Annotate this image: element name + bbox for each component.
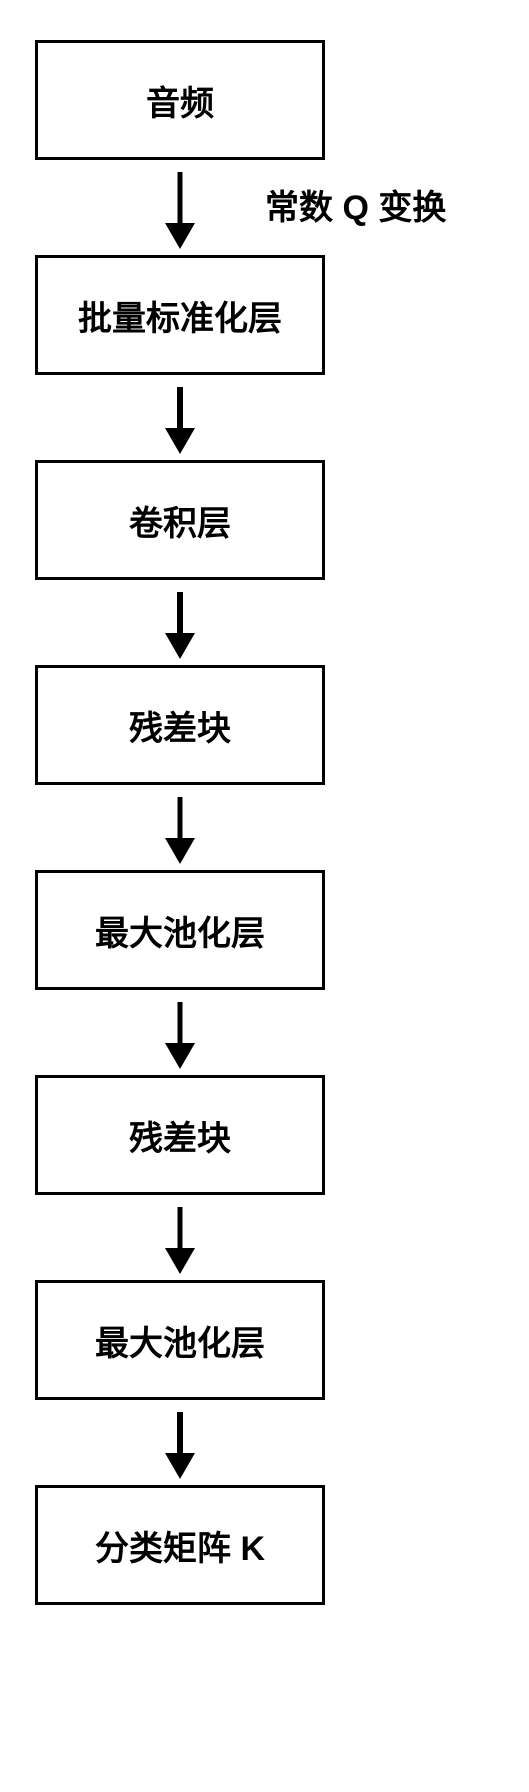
node-label: 音频 <box>146 76 214 125</box>
edge-6 <box>35 1400 325 1485</box>
edge-2 <box>35 580 325 665</box>
node-label: 残差块 <box>129 701 231 750</box>
node-label: 批量标准化层 <box>78 291 282 340</box>
flowchart-container: 音频 常数 Q 变换 批量标准化层 卷积层 残差块 最大池化层 残差块 <box>0 0 529 1605</box>
arrow-head-icon <box>165 223 195 249</box>
node-conv: 卷积层 <box>35 460 325 580</box>
node-label: 最大池化层 <box>95 906 265 955</box>
edge-5 <box>35 1195 325 1280</box>
node-residual-2: 残差块 <box>35 1075 325 1195</box>
node-label: 卷积层 <box>129 496 231 545</box>
node-batch-norm: 批量标准化层 <box>35 255 325 375</box>
node-label: 残差块 <box>129 1111 231 1160</box>
arrow-head-icon <box>165 1453 195 1479</box>
arrow-head-icon <box>165 1248 195 1274</box>
arrow-shaft <box>177 387 183 430</box>
arrow-shaft <box>178 172 183 225</box>
edge-3 <box>35 785 325 870</box>
edge-4 <box>35 990 325 1075</box>
arrow-shaft <box>178 1207 183 1250</box>
arrow-shaft <box>177 1412 183 1455</box>
arrow-head-icon <box>165 1043 195 1069</box>
node-audio: 音频 <box>35 40 325 160</box>
node-maxpool-1: 最大池化层 <box>35 870 325 990</box>
arrow-shaft <box>178 1002 183 1045</box>
edge-0: 常数 Q 变换 <box>35 160 325 255</box>
node-label: 最大池化层 <box>95 1316 265 1365</box>
arrow-head-icon <box>165 428 195 454</box>
node-maxpool-2: 最大池化层 <box>35 1280 325 1400</box>
edge-1 <box>35 375 325 460</box>
node-residual-1: 残差块 <box>35 665 325 785</box>
node-class-matrix: 分类矩阵 K <box>35 1485 325 1605</box>
edge-label: 常数 Q 变换 <box>265 180 446 229</box>
arrow-head-icon <box>165 838 195 864</box>
arrow-shaft <box>177 592 183 635</box>
arrow-shaft <box>178 797 183 840</box>
arrow-head-icon <box>165 633 195 659</box>
node-label: 分类矩阵 K <box>95 1521 265 1570</box>
